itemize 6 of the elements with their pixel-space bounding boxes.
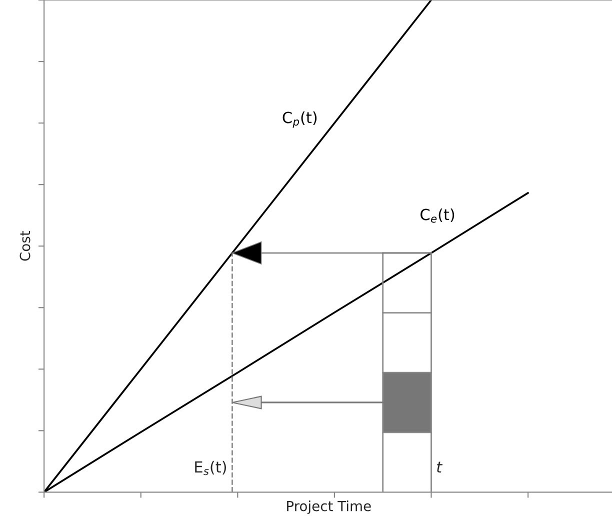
annotation: t: [437, 462, 443, 472]
annotation: E$_{s}$(t): [195, 460, 226, 476]
series-label: C$_{e}$(t): [420, 208, 454, 223]
series-label: C$_{p}$(t): [282, 111, 317, 128]
y-axis-title: Cost: [20, 230, 30, 261]
x-axis-title: Project Time: [287, 500, 371, 514]
